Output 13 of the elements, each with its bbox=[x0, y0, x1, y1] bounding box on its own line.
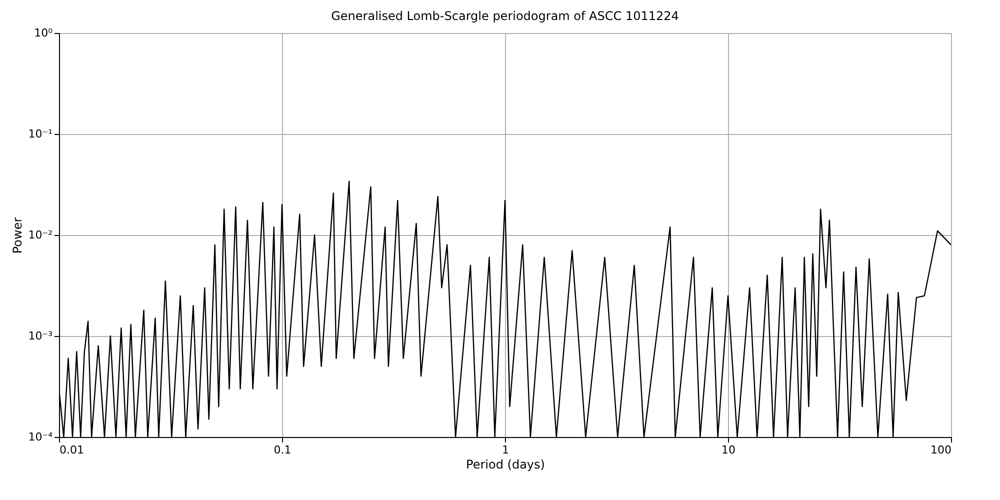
x-tick-label: 10 bbox=[722, 444, 736, 456]
y-tick-label: 10⁰ bbox=[34, 26, 54, 40]
x-tick-label: 100 bbox=[930, 444, 952, 456]
y-tick-label: 10⁻⁴ bbox=[28, 430, 54, 444]
x-tick-label: 0.01 bbox=[60, 444, 84, 456]
chart-title: Generalised Lomb-Scargle periodogram of ASCC 1011224 bbox=[331, 9, 679, 23]
x-tick-label: 0.1 bbox=[274, 444, 292, 456]
y-tick-label: 10⁻³ bbox=[28, 330, 52, 342]
x-axis-title: Period (days) bbox=[466, 458, 545, 472]
y-axis-title: Power bbox=[10, 217, 24, 254]
y-tick-label: 10⁻¹ bbox=[28, 128, 52, 140]
x-tick-label: 1 bbox=[502, 444, 509, 456]
y-tick-label: 10⁻² bbox=[28, 228, 52, 242]
